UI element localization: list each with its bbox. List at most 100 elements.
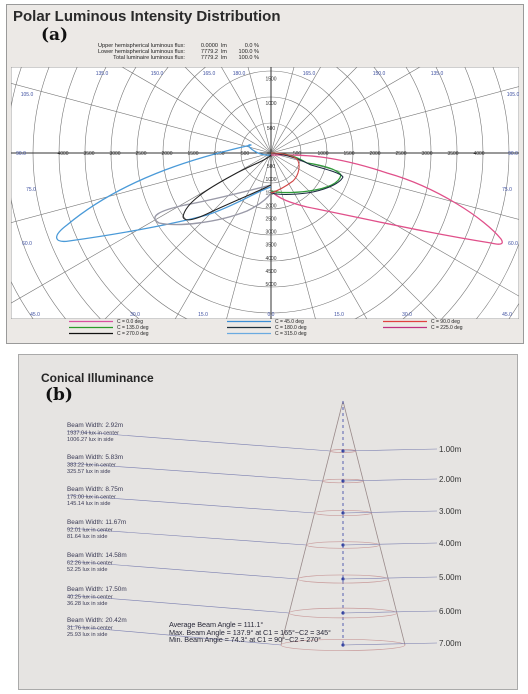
- left-tick-label: 3500: [83, 151, 94, 157]
- polar-legend: C = 0.0 deg C = 45.0 deg C = 90.0 deg C = 1…: [69, 319, 463, 337]
- height-leader-line: [342, 576, 438, 580]
- height-label: 3.00m: [439, 507, 462, 516]
- beam-width-label: Beam Width: 2.92m: [67, 422, 123, 429]
- angle-label-bottom: 0.0: [268, 312, 275, 318]
- legend-label: C = 0.0 deg: [117, 319, 143, 325]
- beam-leader-line: [66, 527, 307, 546]
- legend-label: C = 135.0 deg: [117, 325, 149, 331]
- upper-tick-label: 1000: [265, 101, 276, 107]
- lower-tick-label: 3500: [265, 243, 276, 249]
- flux-value: 7779.2: [200, 49, 218, 56]
- lower-tick-label: 2500: [265, 217, 276, 223]
- curve-c0: [270, 154, 503, 245]
- right-tick-label: 2500: [395, 151, 406, 157]
- center-lux-label: 62.26 lux in center: [67, 561, 113, 567]
- height-leader-line: [342, 542, 438, 546]
- side-lux-label: 52.25 lux in side: [67, 567, 107, 573]
- left-tick-label: 1000: [213, 151, 224, 157]
- height-label: 6.00m: [439, 607, 462, 616]
- curve-c90: [270, 152, 300, 194]
- polar-grid: 500 1000 1500 2000 2500 3000 3500 4000 4500 5000 5…: [11, 67, 520, 319]
- height-label: 2.00m: [439, 475, 462, 484]
- angle-label-top: 180.0: [233, 71, 246, 77]
- conical-panel: Conical Illuminance (b) Beam Width: 2.92…: [18, 354, 518, 690]
- panel-a-tag: (a): [41, 25, 69, 45]
- average-beam-angle: Average Beam Angle = 111.1°: [169, 620, 264, 629]
- angle-label-low-left: 60.0: [22, 241, 32, 247]
- polar-title: Polar Luminous Intensity Distribution: [13, 8, 281, 25]
- center-lux-label: 175.00 lux in center: [67, 495, 116, 501]
- flux-row-lower: Lower hemispherical luminous flux: 7779.…: [53, 49, 259, 55]
- curve-c225: [154, 184, 272, 226]
- beam-leader-line: [66, 560, 298, 580]
- center-lux-label: 1937.04 lux in center: [67, 431, 119, 437]
- right-tick-label: 500: [293, 151, 302, 157]
- center-lux-label: 383.22 lux in center: [67, 463, 116, 469]
- legend-label: C = 225.0 deg: [431, 325, 463, 331]
- legend-label: C = 180.0 deg: [275, 325, 307, 331]
- left-tick-label: 500: [241, 151, 250, 157]
- beam-width-label: Beam Width: 20.42m: [67, 617, 127, 624]
- upper-tick-label: 1500: [265, 76, 276, 82]
- beam-width-label: Beam Width: 14.58m: [67, 552, 127, 559]
- right-tick-label: 3500: [447, 151, 458, 157]
- right-tick-label: 2000: [369, 151, 380, 157]
- side-lux-label: 1006.27 lux in side: [67, 437, 114, 443]
- height-label: 5.00m: [439, 573, 462, 582]
- cone-level-ellipse: [297, 574, 389, 584]
- center-lux-label: 40.25 lux in center: [67, 595, 113, 601]
- flux-label: Lower hemispherical luminous flux:: [97, 49, 185, 56]
- curve-c45: [56, 144, 272, 243]
- lower-tick-label: 2000: [265, 203, 276, 209]
- beam-width-label: Beam Width: 17.50m: [67, 586, 127, 593]
- curve-c270: [182, 154, 272, 221]
- angle-label-bottom: 30.0: [130, 312, 140, 318]
- legend-label: C = 90.0 deg: [431, 319, 460, 325]
- flux-unit: lm: [221, 49, 227, 56]
- angle-label-upper-right: 105.0: [507, 92, 520, 98]
- legend-label: C = 270.0 deg: [117, 331, 149, 337]
- flux-summary: Upper hemispherical luminous flux: 0.000…: [53, 43, 259, 62]
- flux-unit: lm: [221, 43, 227, 49]
- height-label: 7.00m: [439, 639, 462, 648]
- center-lux-label: 92.01 lux in center: [67, 528, 113, 534]
- left-tick-label: 3000: [109, 151, 120, 157]
- angle-label-bottom: 45.0: [502, 312, 512, 318]
- angle-label-top: 150.0: [151, 71, 164, 77]
- left-tick-label: 4000: [57, 151, 68, 157]
- panel-b-tag: (b): [45, 385, 73, 405]
- upper-tick-label: 500: [267, 126, 276, 132]
- cone-drawing: Beam Width: 2.92m 1937.04 lux in center10…: [66, 400, 462, 651]
- beam-leader-line: [66, 462, 323, 482]
- cone-level-ellipse: [288, 607, 398, 619]
- flux-percent: 0.0 %: [244, 43, 259, 49]
- conical-title: Conical Illuminance: [41, 371, 154, 385]
- angle-label-top: 135.0: [96, 71, 109, 77]
- flux-percent: 100.0 %: [238, 55, 259, 62]
- max-beam-angle: Max. Beam Angle = 137.9° at C1 = 165°~C2…: [169, 627, 331, 637]
- height-label: 4.00m: [439, 539, 462, 548]
- legend-label: C = 45.0 deg: [275, 319, 304, 325]
- flux-row-total: Total luminaire luminous flux: 7779.2 lm…: [53, 55, 259, 61]
- left-tick-label: 2000: [161, 151, 172, 157]
- flux-label: Upper hemispherical luminous flux:: [97, 43, 185, 49]
- angle-label-bottom: 15.0: [198, 312, 208, 318]
- right-tick-label: 4000: [473, 151, 484, 157]
- height-leader-line: [342, 642, 438, 646]
- center-lux-label: 31.76 lux in center: [67, 626, 113, 632]
- angle-label-lower-left: 75.0: [26, 187, 36, 193]
- height-leader-line: [342, 610, 438, 614]
- cone-diagram: Beam Width: 2.92m 1937.04 lux in center10…: [66, 400, 462, 651]
- flux-value: 0.0000: [200, 43, 218, 49]
- right-tick-label: 1500: [343, 151, 354, 157]
- beam-width-label: Beam Width: 5.83m: [67, 454, 123, 461]
- height-leader-line: [342, 448, 438, 452]
- lower-tick-label: 1000: [265, 177, 276, 183]
- beam-leader-line: [66, 625, 282, 646]
- beam-leader-line: [66, 594, 290, 614]
- beam-width-label: Beam Width: 8.75m: [67, 486, 123, 493]
- flux-row-upper: Upper hemispherical luminous flux: 0.000…: [53, 43, 259, 49]
- angle-label-horizontal-right: 90.0: [508, 151, 518, 157]
- lower-tick-label: 5000: [265, 282, 276, 288]
- side-lux-label: 145.14 lux in side: [67, 501, 111, 507]
